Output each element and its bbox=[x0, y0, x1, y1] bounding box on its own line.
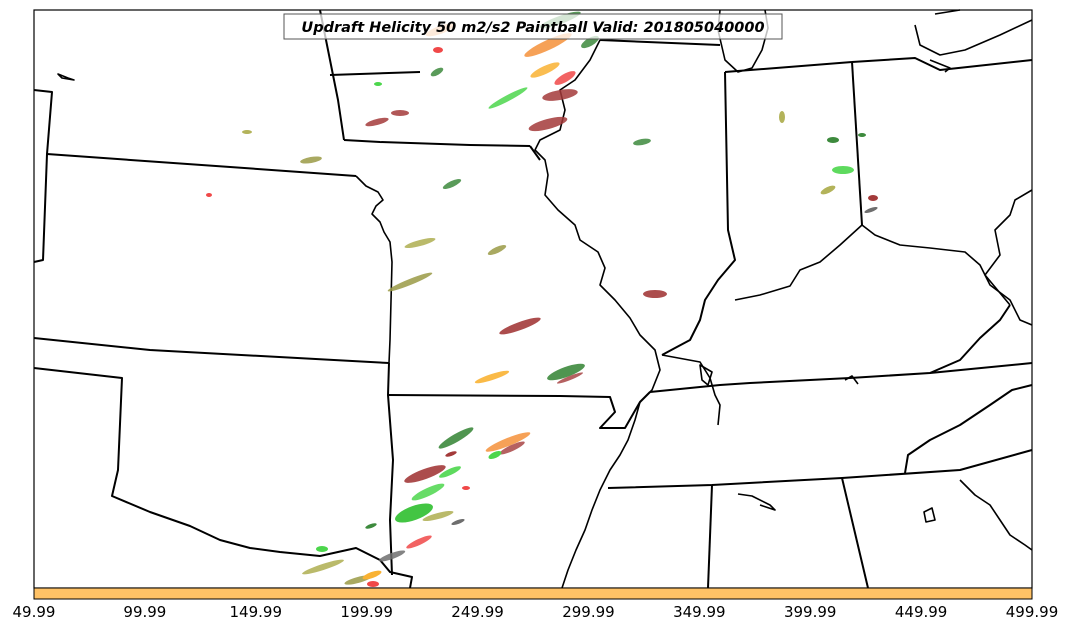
colorbar-tick-label: 299.99 bbox=[562, 603, 615, 621]
colorbar-tick-label: 449.99 bbox=[895, 603, 948, 621]
swath bbox=[367, 581, 379, 587]
swath bbox=[439, 466, 461, 478]
colorbar-tick-label: 499.99 bbox=[1006, 603, 1059, 621]
swath bbox=[487, 244, 507, 256]
swath bbox=[316, 546, 328, 552]
swath bbox=[242, 130, 252, 134]
swath bbox=[430, 67, 444, 77]
lakes bbox=[57, 73, 936, 523]
swath bbox=[485, 432, 531, 452]
swath bbox=[488, 87, 528, 109]
swath bbox=[547, 363, 585, 381]
swath bbox=[488, 450, 502, 460]
swath bbox=[554, 71, 576, 85]
swath bbox=[499, 441, 525, 455]
swath bbox=[302, 559, 344, 575]
swath bbox=[451, 518, 465, 526]
swath bbox=[422, 510, 454, 522]
swath bbox=[474, 370, 510, 384]
colorbar-tick-label: 349.99 bbox=[673, 603, 726, 621]
colorbar-tick-label: 399.99 bbox=[784, 603, 837, 621]
swath bbox=[832, 166, 854, 174]
title-box bbox=[283, 13, 783, 40]
colorbar-tick-label: 49.99 bbox=[13, 603, 56, 621]
colorbar-tick-label: 99.99 bbox=[123, 603, 166, 621]
swath bbox=[206, 193, 212, 197]
swath bbox=[300, 156, 322, 164]
swath bbox=[445, 451, 457, 457]
swath bbox=[820, 185, 836, 195]
swath bbox=[391, 110, 409, 116]
swath bbox=[868, 195, 878, 201]
swath bbox=[499, 317, 541, 335]
swath bbox=[378, 550, 406, 562]
colorbar-tick-label: 249.99 bbox=[451, 603, 504, 621]
swath bbox=[858, 133, 866, 137]
swath bbox=[406, 535, 432, 549]
swath bbox=[556, 372, 584, 384]
swath bbox=[395, 503, 433, 523]
swath bbox=[374, 82, 382, 86]
swath bbox=[530, 62, 560, 78]
swath bbox=[411, 483, 445, 501]
state-boundaries bbox=[33, 9, 1033, 589]
title-text: Updraft Helicity 50 m2/s2 Paintball Vali… bbox=[301, 20, 764, 36]
swath bbox=[643, 290, 667, 298]
swath bbox=[362, 570, 382, 580]
swath bbox=[633, 138, 651, 146]
colorbar: 49.99 99.99 149.99 199.99 249.99 299.99 349.99… bbox=[13, 587, 1059, 621]
swath bbox=[365, 523, 377, 529]
swath bbox=[438, 427, 474, 449]
swath bbox=[404, 237, 436, 249]
swath bbox=[462, 486, 470, 490]
swath bbox=[433, 47, 443, 53]
swath bbox=[779, 111, 785, 123]
swath bbox=[528, 116, 568, 132]
swath bbox=[442, 178, 462, 190]
swath bbox=[827, 137, 839, 143]
colorbar-fill bbox=[33, 587, 1033, 600]
colorbar-ticks: 49.99 99.99 149.99 199.99 249.99 299.99 349.99… bbox=[13, 603, 1059, 621]
colorbar-tick-label: 149.99 bbox=[230, 603, 283, 621]
map-title: Updraft Helicity 50 m2/s2 Paintball Vali… bbox=[283, 13, 783, 40]
swath bbox=[542, 89, 578, 101]
swath bbox=[365, 117, 389, 127]
swath bbox=[404, 465, 446, 483]
swath bbox=[387, 272, 433, 292]
map-area bbox=[34, 10, 1032, 588]
colorbar-tick-label: 199.99 bbox=[340, 603, 393, 621]
swath bbox=[864, 206, 878, 214]
